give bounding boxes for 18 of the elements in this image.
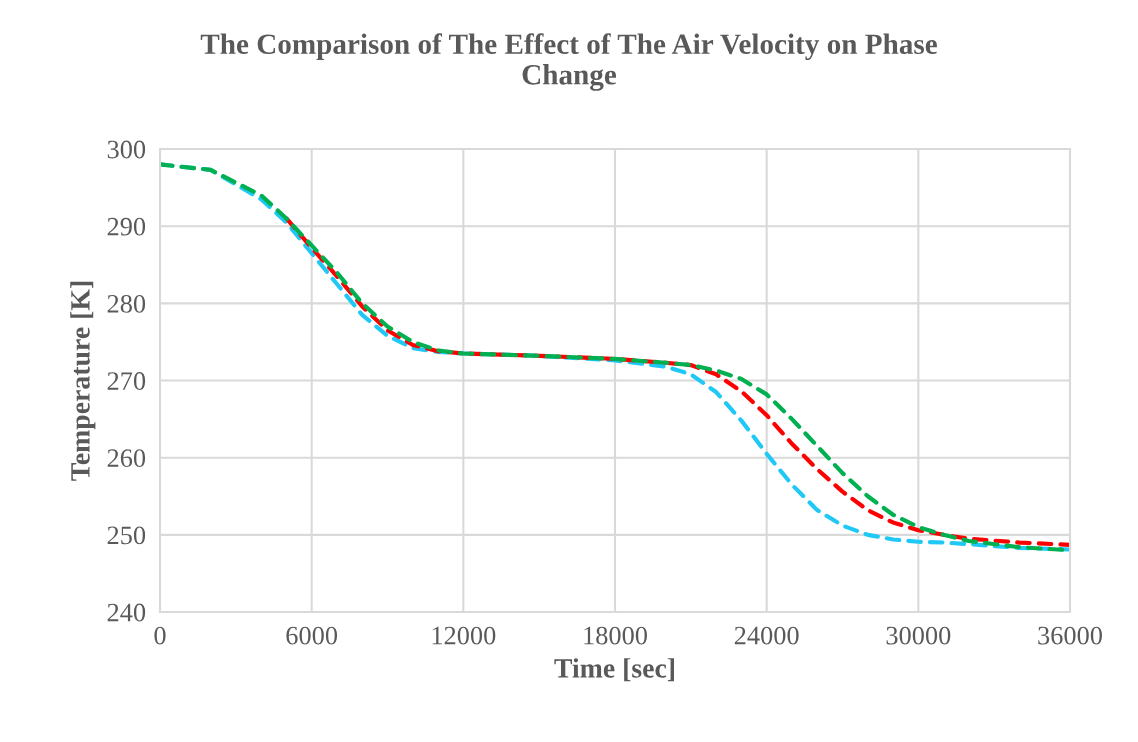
x-tick-label: 18000 — [584, 626, 647, 645]
y-tick-label: 270 — [107, 372, 146, 390]
chart-title: The Comparison of The Effect of The Air Velocity on Phase Change — [200, 33, 937, 91]
x-tick-label: 6000 — [286, 626, 338, 645]
x-tick-label: 30000 — [886, 626, 951, 645]
x-tick-label: 12000 — [432, 626, 496, 645]
x-tick-label: 24000 — [734, 626, 799, 645]
y-axis-title: Temperature [K] — [70, 281, 96, 481]
y-tick-label: 290 — [107, 217, 146, 236]
line-series — [284, 216, 1070, 547]
y-tick-label: 280 — [107, 294, 146, 313]
x-tick-label: 0 — [154, 626, 166, 645]
y-tick-label: 300 — [107, 140, 146, 159]
x-axis-title: Time [sec] — [554, 658, 675, 682]
y-tick-label: 240 — [107, 603, 146, 622]
y-tick-label: 260 — [107, 449, 146, 468]
y-tick-label: 250 — [107, 526, 146, 545]
x-tick-label: 36000 — [1038, 626, 1102, 645]
